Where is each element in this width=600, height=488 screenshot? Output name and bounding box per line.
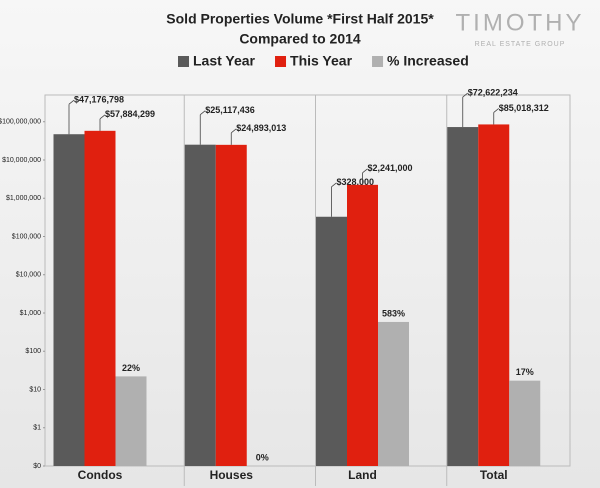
plot-area: [44, 94, 571, 467]
logo-name: TIMOTHY: [456, 9, 585, 36]
data-label: $328,000: [337, 177, 375, 187]
data-label: $2,241,000: [368, 163, 413, 173]
bar: [509, 380, 541, 466]
data-label: 22%: [122, 363, 140, 373]
legend-swatch: [372, 56, 384, 67]
leader-line: [362, 168, 368, 174]
y-tick-label: $0: [33, 463, 41, 470]
y-tick-label: $10,000: [16, 272, 41, 279]
x-tick-label: Houses: [210, 468, 254, 482]
legend: Last Year This Year % Increased: [178, 53, 469, 69]
x-tick-label: Condos: [78, 468, 123, 482]
bar: [347, 184, 378, 466]
leader-line: [493, 108, 499, 113]
logo-tagline: REAL ESTATE GROUP: [475, 41, 566, 48]
y-tick-label: $10,000,000: [2, 157, 41, 164]
data-label: 17%: [516, 367, 534, 377]
y-tick-label: $1,000,000: [6, 195, 41, 202]
leader-line: [99, 114, 106, 120]
data-label: 583%: [382, 308, 405, 318]
data-label: $47,176,798: [74, 95, 124, 105]
x-tick-label: Land: [348, 468, 377, 482]
chart-subtitle: Compared to 2014: [239, 31, 361, 47]
leader-line: [231, 128, 237, 134]
bar: [53, 134, 85, 466]
chart-title: Sold Properties Volume *First Half 2015*: [166, 11, 434, 27]
data-label: $24,893,013: [236, 123, 286, 133]
data-label: $25,117,436: [205, 105, 255, 115]
data-label: 0%: [256, 452, 269, 462]
bar: [84, 130, 116, 467]
y-tick-label: $100,000: [12, 233, 41, 240]
bar: [316, 216, 347, 466]
y-tick-label: $1: [33, 425, 41, 432]
bar: [478, 124, 510, 466]
data-label: $85,018,312: [499, 103, 549, 113]
legend-swatch: [178, 56, 189, 67]
leader-line: [68, 99, 75, 105]
legend-label: This Year: [290, 53, 353, 69]
data-label: $72,622,234: [468, 87, 518, 97]
y-tick-label: $10: [29, 386, 41, 393]
leader-line: [200, 110, 206, 116]
bar: [184, 144, 216, 466]
leader-line: [331, 182, 337, 188]
bar: [447, 127, 479, 466]
leader-line: [462, 92, 468, 98]
y-tick-label: $100: [25, 348, 41, 355]
y-tick-label: $100,000,000: [0, 119, 41, 126]
bar: [378, 321, 409, 466]
bar: [215, 144, 247, 466]
data-label: $57,884,299: [105, 109, 155, 119]
legend-swatch: [275, 56, 287, 67]
bar: [115, 376, 147, 466]
legend-label: Last Year: [193, 53, 256, 69]
y-tick-label: $1,000: [20, 310, 42, 317]
x-tick-label: Total: [480, 468, 508, 482]
legend-label: % Increased: [387, 53, 469, 69]
